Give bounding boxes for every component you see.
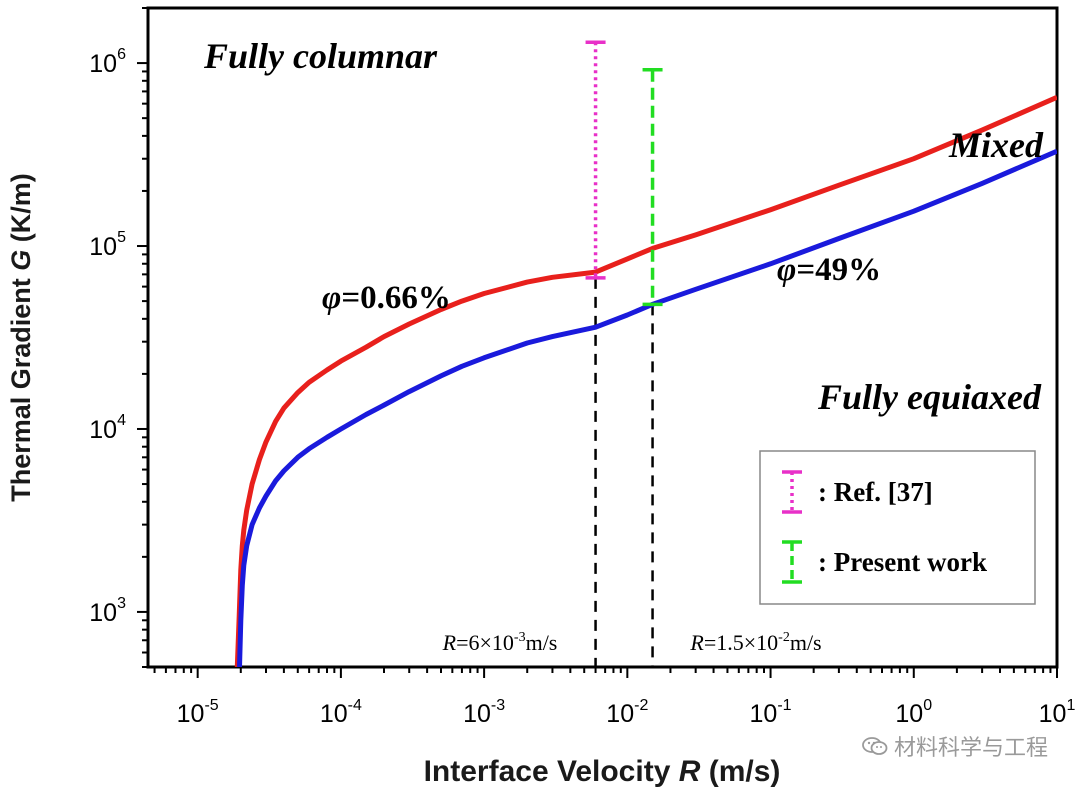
reference-line-label: R=6×10-3m/s [442, 630, 558, 655]
plot-frame [146, 6, 1059, 669]
x-tick-label: 10-3 [463, 697, 505, 728]
y-tick-label: 105 [89, 229, 126, 261]
y-axis-label: Thermal Gradient G (K/m) [6, 173, 36, 502]
phi-blue-label: φ=49% [777, 252, 881, 288]
x-tick-label: 10-2 [606, 697, 648, 728]
watermark-text: 材料科学与工程 [893, 736, 1048, 761]
y-tick-label: 103 [89, 595, 126, 627]
legend-label: : Ref. [37] [818, 477, 933, 507]
x-tick-label: 10-1 [750, 697, 792, 728]
red-curve [234, 95, 1057, 667]
fully-columnar-label: Fully columnar [203, 36, 438, 76]
x-axis-label: Interface Velocity R (m/s) [424, 755, 781, 788]
wechat-icon [862, 737, 888, 755]
x-tick-label: 100 [895, 697, 932, 728]
phi-red-label: φ=0.66% [322, 280, 451, 316]
legend-label: : Present work [818, 547, 987, 577]
x-tick-label: 101 [1039, 697, 1076, 728]
watermark: 材料科学与工程 [862, 730, 1048, 762]
x-tick-label: 10-4 [320, 697, 362, 728]
fully-equiaxed-label: Fully equiaxed [817, 377, 1042, 417]
y-tick-label: 106 [89, 46, 126, 78]
mixed-label: Mixed [948, 125, 1044, 165]
legend-box [759, 450, 1036, 605]
plot-area: 10-5 10-4 10-3 10-2 10-1 100 101 103 104 105 106 In… [6, 6, 1076, 788]
blue-curve [237, 148, 1057, 667]
reference-line-label: R=1.5×10-2m/s [689, 630, 821, 655]
y-tick-label: 104 [89, 412, 126, 444]
x-tick-label: 10-5 [177, 697, 219, 728]
